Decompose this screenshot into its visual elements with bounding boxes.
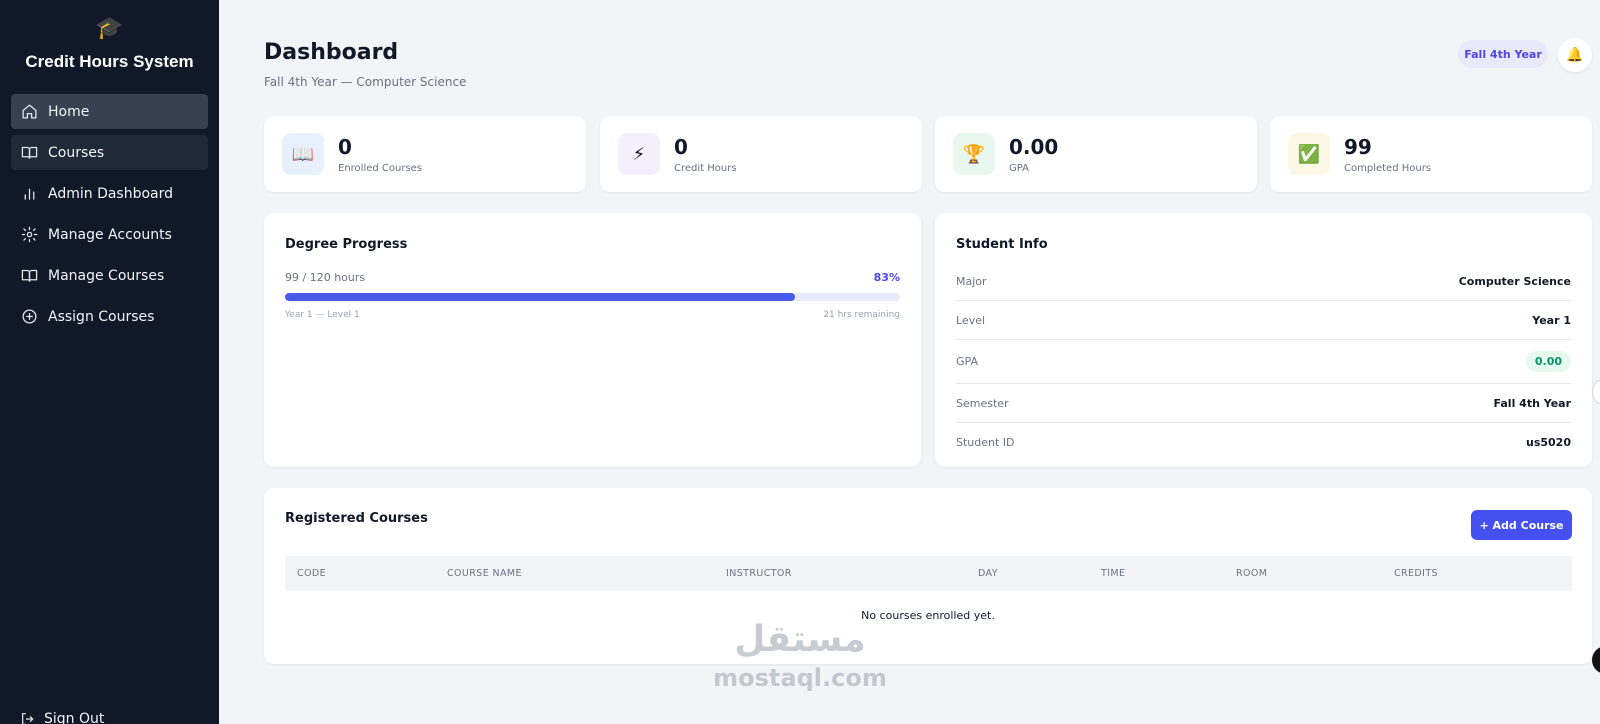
stat-value: 0 xyxy=(338,134,352,159)
stat-label: Credit Hours xyxy=(674,162,737,174)
info-row-semester: Semester Fall 4th Year xyxy=(956,384,1571,423)
brand: 🎓 Credit Hours System xyxy=(0,0,219,72)
sign-out-label: Sign Out xyxy=(44,711,105,724)
stat-label: Completed Hours xyxy=(1344,162,1432,174)
progress-bar xyxy=(285,293,900,301)
stat-card-enrolled-courses: 📖 0 Enrolled Courses xyxy=(264,116,586,192)
info-value: Fall 4th Year xyxy=(1493,396,1572,410)
bell-icon: 🔔 xyxy=(1566,47,1584,63)
semester-badge: Fall 4th Year xyxy=(1458,40,1548,68)
gpa-badge: 0.00 xyxy=(1525,351,1571,372)
page-subtitle: Fall 4th Year — Computer Science xyxy=(264,75,467,89)
info-value: Computer Science xyxy=(1458,274,1571,288)
info-key: Semester xyxy=(956,396,1009,410)
info-row-student-id: Student ID us5020 xyxy=(956,423,1571,462)
progress-summary: 99 / 120 hours 83% xyxy=(285,271,900,284)
student-info-list: Major Computer Science Level Year 1 GPA … xyxy=(956,262,1571,462)
progress-remaining: 21 hrs remaining xyxy=(823,310,900,320)
info-key: GPA xyxy=(956,355,978,368)
notifications-button[interactable]: 🔔 xyxy=(1558,38,1592,72)
sidebar-item-courses[interactable]: Courses xyxy=(11,135,208,170)
info-row-gpa: GPA 0.00 xyxy=(956,340,1571,384)
student-info-card: Student Info Major Computer Science Leve… xyxy=(935,213,1592,467)
book-open-icon xyxy=(20,267,38,285)
add-course-button[interactable]: + Add Course xyxy=(1471,510,1572,540)
sidebar-item-label: Courses xyxy=(48,144,105,161)
progress-bar-fill xyxy=(285,293,796,301)
checkbox-icon: ✅ xyxy=(1288,133,1330,175)
stat-label: Enrolled Courses xyxy=(338,162,423,174)
home-icon xyxy=(20,103,38,121)
info-key: Level xyxy=(956,313,986,327)
column-header[interactable]: INSTRUCTOR xyxy=(726,568,792,579)
column-header[interactable]: TIME xyxy=(1101,568,1126,579)
stat-label: GPA xyxy=(1009,162,1029,174)
empty-state-message: No courses enrolled yet. xyxy=(861,609,995,622)
watermark: مستقل mostaql.com xyxy=(700,619,900,693)
edge-chat-button[interactable] xyxy=(1592,646,1600,674)
stat-value: 0 xyxy=(674,134,688,159)
lightning-icon: ⚡ xyxy=(618,133,660,175)
graduation-cap-icon: 🎓 xyxy=(95,16,124,41)
card-title: Degree Progress xyxy=(285,237,408,252)
sidebar-item-label: Assign Courses xyxy=(48,308,155,325)
info-value: Year 1 xyxy=(1532,313,1571,327)
card-title: Student Info xyxy=(956,237,1048,252)
app-title: Credit Hours System xyxy=(25,52,194,71)
sidebar-nav: Home Courses Admin Dashboard Manage Acco… xyxy=(0,94,219,334)
sign-out-icon xyxy=(22,713,34,724)
info-key: Major xyxy=(956,274,987,288)
sidebar-item-manage-accounts[interactable]: Manage Accounts xyxy=(11,217,208,252)
column-header[interactable]: CREDITS xyxy=(1394,568,1438,579)
column-header[interactable]: ROOM xyxy=(1236,568,1268,579)
column-header[interactable]: DAY xyxy=(978,568,998,579)
sidebar-item-manage-courses[interactable]: Manage Courses xyxy=(11,258,208,293)
sidebar-item-label: Admin Dashboard xyxy=(48,185,174,202)
progress-percent: 83% xyxy=(873,271,900,284)
watermark-arabic: مستقل xyxy=(734,619,866,660)
sidebar-item-label: Manage Accounts xyxy=(48,226,172,243)
card-title: Registered Courses xyxy=(285,511,428,526)
sidebar-item-label: Manage Courses xyxy=(48,267,165,284)
trophy-icon: 🏆 xyxy=(953,133,995,175)
column-header[interactable]: COURSE NAME xyxy=(447,568,522,579)
gear-icon xyxy=(20,226,38,244)
stat-card-completed-hours: ✅ 99 Completed Hours xyxy=(1270,116,1592,192)
page-title: Dashboard xyxy=(264,40,399,65)
book-icon: 📖 xyxy=(282,133,324,175)
sidebar-item-label: Home xyxy=(48,103,90,120)
watermark-latin: mostaql.com xyxy=(713,664,887,692)
sidebar-item-admin-dashboard[interactable]: Admin Dashboard xyxy=(11,176,208,211)
progress-footer: Year 1 — Level 1 21 hrs remaining xyxy=(285,310,900,320)
info-value: us5020 xyxy=(1526,436,1571,449)
stat-value: 99 xyxy=(1344,134,1372,159)
sidebar-item-assign-courses[interactable]: Assign Courses xyxy=(11,299,208,334)
bar-chart-icon xyxy=(20,185,38,203)
stat-card-gpa: 🏆 0.00 GPA xyxy=(935,116,1257,192)
sidebar-item-home[interactable]: Home xyxy=(11,94,208,129)
column-header[interactable]: CODE xyxy=(297,568,327,579)
progress-level: Year 1 — Level 1 xyxy=(285,310,360,320)
registered-courses-card: Registered Courses + Add Course CODE COU… xyxy=(264,488,1592,664)
plus-circle-icon xyxy=(20,308,38,326)
sign-out-button[interactable]: Sign Out xyxy=(20,711,104,724)
info-row-major: Major Computer Science xyxy=(956,262,1571,301)
progress-hours: 99 / 120 hours xyxy=(285,271,366,284)
info-row-level: Level Year 1 xyxy=(956,301,1571,340)
sidebar: 🎓 Credit Hours System Home Courses Admin… xyxy=(0,0,219,724)
stat-card-credit-hours: ⚡ 0 Credit Hours xyxy=(600,116,922,192)
stat-value: 0.00 xyxy=(1009,134,1059,159)
courses-table-header: CODE COURSE NAME INSTRUCTOR DAY TIME ROO… xyxy=(285,556,1572,591)
info-key: Student ID xyxy=(956,436,1015,449)
book-open-icon xyxy=(20,144,38,162)
degree-progress-card: Degree Progress 99 / 120 hours 83% Year … xyxy=(264,213,921,467)
edge-panel-toggle[interactable] xyxy=(1592,378,1600,406)
